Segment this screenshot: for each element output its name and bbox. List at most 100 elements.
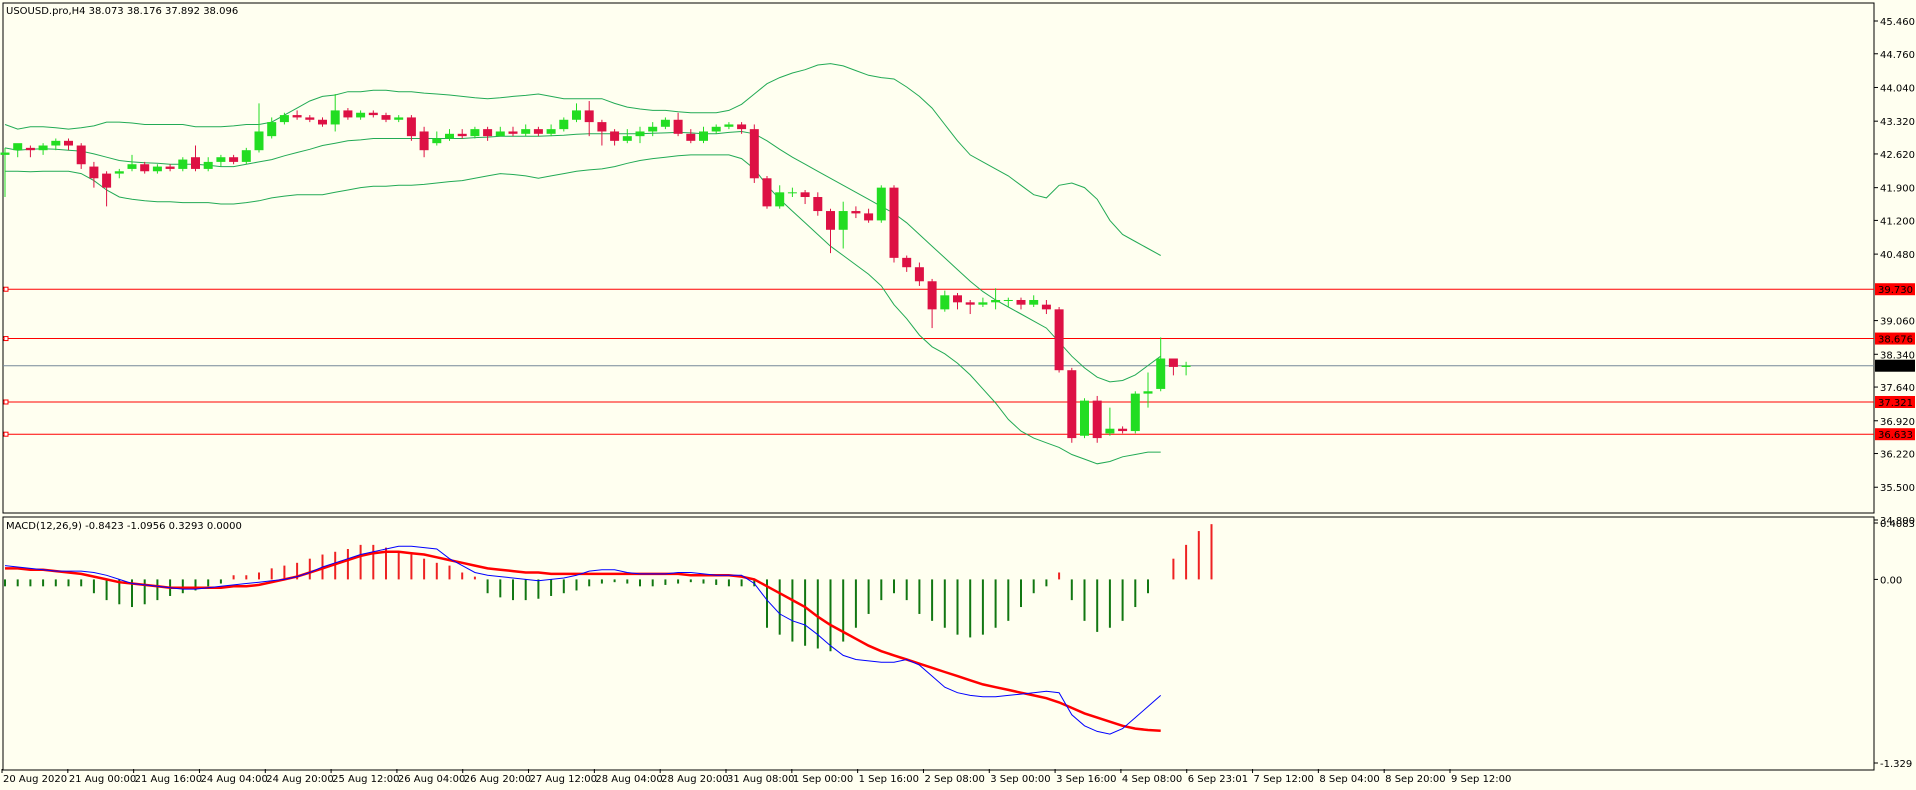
macd-tick-label: 0.00: [1880, 575, 1902, 586]
candle-body: [1105, 428, 1115, 434]
price-level-badge-label: 38.096: [1878, 362, 1913, 373]
price-level-badge-label: 38.676: [1878, 335, 1913, 346]
macd-indicator: [4, 524, 1213, 735]
candle-body: [762, 178, 772, 207]
candle-body: [368, 112, 378, 116]
candle-body: [127, 164, 137, 169]
candle-body: [470, 129, 480, 137]
candle-body: [495, 131, 505, 137]
candle-body: [267, 122, 277, 137]
candle-body: [419, 131, 429, 151]
time-tick-label: 26 Aug 20:00: [464, 774, 531, 785]
candle-body: [114, 171, 124, 174]
candle-body: [203, 161, 213, 169]
candle-body: [191, 157, 200, 169]
macd-main-line: [4, 545, 1162, 735]
price-tick-label: 44.040: [1880, 83, 1915, 94]
candle-body: [229, 157, 239, 162]
candle-body: [889, 187, 899, 258]
candle-body: [851, 211, 861, 214]
candle-body: [0, 152, 10, 155]
candle-body: [991, 299, 1001, 303]
candle-body: [292, 115, 302, 118]
candle-body: [406, 117, 416, 137]
candle-body: [965, 302, 975, 305]
candle-body: [686, 133, 696, 141]
price-level-badge: [1875, 428, 1915, 441]
candle-body: [279, 115, 289, 123]
candle-body: [64, 140, 73, 146]
candle-body: [1067, 370, 1077, 439]
candle-body: [140, 164, 150, 172]
candle-body: [876, 187, 886, 221]
candle-body: [1080, 400, 1089, 436]
time-tick-label: 28 Aug 20:00: [661, 774, 728, 785]
candle-body: [241, 150, 251, 162]
candle-body: [927, 281, 937, 310]
candle-body: [1130, 393, 1140, 432]
candle-body: [394, 117, 404, 120]
candle-body: [178, 159, 188, 169]
price-panel-frame: [2, 2, 1875, 514]
bollinger-lower-band: [5, 154, 1161, 465]
price-tick-label: 38.340: [1880, 350, 1915, 361]
time-tick-label: 24 Aug 04:00: [200, 774, 267, 785]
candle-body: [635, 131, 645, 137]
candle-body: [737, 124, 747, 130]
candle-body: [610, 131, 620, 141]
time-tick-label: 9 Sep 12:00: [1451, 774, 1511, 785]
candle-body: [902, 257, 912, 268]
candle-body: [559, 119, 569, 130]
candle-body: [813, 197, 823, 212]
level-line-handle[interactable]: [3, 399, 9, 405]
price-level-badge: [1875, 395, 1915, 408]
candle-body: [102, 173, 112, 188]
candle-body: [76, 145, 86, 165]
price-tick-label: 44.760: [1880, 50, 1915, 61]
time-tick-label: 6 Sep 23:01: [1188, 774, 1248, 785]
candle-body: [89, 166, 99, 179]
candle-body: [584, 110, 594, 123]
time-tick-label: 27 Aug 12:00: [530, 774, 597, 785]
candle-body: [978, 302, 988, 305]
macd-signal-line: [5, 550, 1161, 733]
candle-body: [483, 129, 493, 137]
time-tick-label: 28 Aug 04:00: [595, 774, 662, 785]
price-tick-label: 36.920: [1880, 417, 1915, 428]
candle-body: [826, 211, 835, 230]
candle-body: [533, 129, 543, 134]
candle-body: [1016, 299, 1026, 305]
candle-body: [724, 124, 734, 127]
horizontal-levels[interactable]: [3, 286, 1874, 437]
price-level-badge: [1875, 283, 1915, 296]
time-tick-label: 26 Aug 04:00: [398, 774, 465, 785]
price-tick-label: 41.900: [1880, 184, 1915, 195]
time-tick-label: 3 Sep 16:00: [1056, 774, 1116, 785]
candle-body: [1041, 304, 1051, 310]
candle-body: [711, 126, 721, 132]
time-tick-label: 31 Aug 08:00: [727, 774, 794, 785]
price-tick-label: 36.220: [1880, 450, 1915, 461]
candle-body: [165, 166, 175, 169]
price-tick-label: 35.500: [1880, 483, 1915, 494]
level-line-handle[interactable]: [3, 286, 9, 292]
candle-body: [787, 192, 797, 194]
price-level-badge-label: 37.321: [1878, 398, 1913, 409]
candle-body: [660, 119, 670, 127]
time-tick-label: 21 Aug 00:00: [69, 774, 136, 785]
candle-body: [622, 136, 632, 141]
level-line-handle[interactable]: [3, 431, 9, 437]
candle-body: [1029, 299, 1039, 305]
level-line-handle[interactable]: [3, 336, 9, 342]
time-tick-label: 8 Sep 04:00: [1319, 774, 1379, 785]
candle-body: [648, 126, 658, 132]
candle-body: [546, 129, 556, 134]
candle-body: [343, 110, 353, 118]
candle-body: [800, 192, 810, 198]
candle-body: [445, 133, 454, 139]
time-tick-label: 24 Aug 20:00: [266, 774, 333, 785]
candle-body: [305, 117, 315, 120]
